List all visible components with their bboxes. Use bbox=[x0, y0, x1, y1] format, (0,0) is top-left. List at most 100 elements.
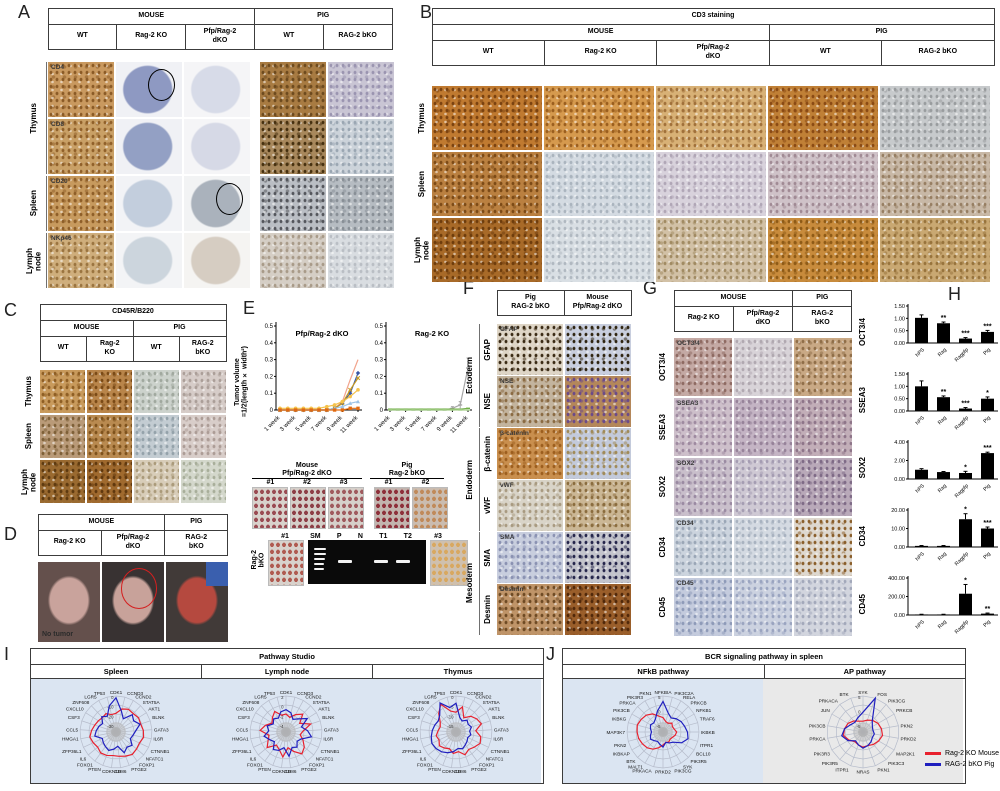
row-group-label: vWF bbox=[482, 497, 492, 514]
micrograph-row bbox=[432, 86, 990, 150]
svg-text:0.2: 0.2 bbox=[265, 374, 274, 380]
micrograph bbox=[412, 487, 448, 530]
micrograph bbox=[768, 86, 878, 150]
svg-text:NFKB1: NFKB1 bbox=[696, 708, 712, 713]
micrograph bbox=[87, 460, 132, 503]
stain-marker-label: SOX2 bbox=[677, 460, 695, 467]
panel-i-box: Pathway Studio Spleen Lymph node Thymus … bbox=[30, 648, 544, 784]
svg-text:Rag: Rag bbox=[937, 347, 948, 358]
svg-text:TRAF6: TRAF6 bbox=[700, 717, 715, 722]
svg-text:LGR5: LGR5 bbox=[84, 694, 97, 699]
bar-chart: 0.00 0.50 1.00 1.50 hPS ** Rag *** Ragpfp * Pig bbox=[894, 372, 998, 431]
stain-marker-label: CD34 bbox=[677, 520, 694, 527]
svg-text:Rag: Rag bbox=[937, 415, 948, 426]
svg-text:0: 0 bbox=[658, 710, 661, 715]
svg-text:ZNF608: ZNF608 bbox=[242, 700, 259, 705]
micrograph bbox=[734, 398, 792, 456]
svg-text:GATA3: GATA3 bbox=[154, 728, 169, 733]
micrograph bbox=[880, 218, 990, 282]
micrograph: OCT3/4 bbox=[674, 338, 732, 396]
stain-marker-label: CD4 bbox=[51, 64, 65, 71]
svg-text:BCL10: BCL10 bbox=[696, 752, 711, 757]
row-group-label: Lymph node bbox=[24, 233, 47, 288]
svg-text:CDK1: CDK1 bbox=[280, 690, 293, 695]
svg-text:7 week: 7 week bbox=[311, 414, 329, 432]
panel-a-micrographs: CD4 CD8 CD20 NKp46 bbox=[48, 62, 394, 288]
svg-text:hPS: hPS bbox=[915, 551, 927, 563]
micrograph bbox=[134, 370, 179, 413]
gel-band bbox=[338, 560, 352, 564]
bar-chart: 0.00 10.00 20.00 hPS Rag * Ragpfp *** Pig bbox=[891, 507, 998, 567]
svg-text:FOXO1: FOXO1 bbox=[247, 763, 263, 768]
panel-e-letter: E bbox=[243, 298, 256, 318]
panel-d-photos: No tumor bbox=[38, 562, 228, 642]
svg-text:CCND2: CCND2 bbox=[135, 694, 152, 699]
svg-text:NFATC1: NFATC1 bbox=[146, 756, 164, 761]
micrograph bbox=[565, 428, 631, 479]
svg-text:1.50: 1.50 bbox=[894, 304, 905, 310]
table-col-label: Pfp/Rag-2 dKO bbox=[185, 23, 255, 50]
svg-text:CTNNB1: CTNNB1 bbox=[321, 749, 340, 754]
micrograph: CD8 bbox=[48, 119, 114, 174]
tumor-group-title: Pig Rag-2 bKO bbox=[370, 462, 444, 480]
svg-text:CXCL10: CXCL10 bbox=[406, 707, 424, 712]
table-title: CD3 staining bbox=[431, 7, 995, 25]
micrograph: NSE bbox=[497, 376, 563, 427]
micrograph bbox=[134, 460, 179, 503]
micrograph bbox=[794, 578, 852, 636]
micrograph bbox=[328, 487, 364, 530]
micrograph: SMA bbox=[497, 532, 563, 583]
micrograph-row bbox=[432, 152, 990, 216]
svg-text:-5: -5 bbox=[450, 705, 454, 710]
svg-text:**: ** bbox=[985, 606, 991, 613]
svg-text:0.3: 0.3 bbox=[265, 358, 274, 364]
row-group-label: Mesoderm bbox=[463, 532, 480, 635]
row-group-label: Spleen bbox=[24, 176, 47, 231]
svg-text:CDK1: CDK1 bbox=[110, 690, 123, 695]
svg-text:-15: -15 bbox=[447, 724, 454, 729]
panel-j-box: BCR signaling pathway in spleen NFkB pat… bbox=[562, 648, 966, 784]
svg-text:CDKN1B: CDKN1B bbox=[442, 769, 461, 774]
svg-text:LGR5: LGR5 bbox=[424, 694, 437, 699]
row-group-label: Thymus bbox=[23, 376, 33, 407]
gel-band bbox=[314, 548, 326, 551]
panel-i-letter: I bbox=[4, 644, 10, 664]
micrograph bbox=[656, 152, 766, 216]
gel-photo-row bbox=[268, 540, 468, 587]
table-col-label: Rag-2 KO bbox=[543, 39, 658, 66]
svg-text:0.2: 0.2 bbox=[375, 374, 384, 380]
svg-text:ZFP36L1: ZFP36L1 bbox=[402, 749, 422, 754]
legend-red-label: Rag-2 KO Mouse bbox=[945, 750, 1000, 757]
legend-blue-label: RAG-2 bKO Pig bbox=[945, 761, 995, 768]
svg-text:-5: -5 bbox=[657, 724, 661, 729]
svg-text:3 week: 3 week bbox=[279, 414, 297, 432]
svg-text:NFATC1: NFATC1 bbox=[486, 756, 504, 761]
svg-text:MAP3K7: MAP3K7 bbox=[607, 730, 626, 735]
micrograph-row: Desmin bbox=[497, 584, 631, 635]
svg-text:IL6R: IL6R bbox=[153, 737, 164, 742]
micrograph-row: CD20 bbox=[48, 176, 394, 231]
panel-f-header: Pig RAG-2 bKO Mouse Pfp/Rag-2 dKO bbox=[496, 289, 632, 316]
micrograph bbox=[734, 338, 792, 396]
side-label: Rag-2 bKO bbox=[250, 550, 265, 570]
micrograph: GFAP bbox=[497, 324, 563, 375]
panel-a-row-labels: Thymus Spleen Lymph node bbox=[24, 62, 47, 290]
micrograph bbox=[656, 86, 766, 150]
tumor-id: #1 bbox=[384, 479, 393, 487]
gel-band bbox=[314, 563, 324, 565]
svg-text:-30: -30 bbox=[107, 724, 114, 729]
table-col-label: Pfp/Rag-2 dKO bbox=[656, 39, 770, 66]
svg-text:***: *** bbox=[983, 323, 991, 330]
svg-text:PIK3CB: PIK3CB bbox=[613, 708, 630, 713]
row-group-label: GFAP bbox=[482, 338, 492, 361]
svg-text:*: * bbox=[986, 390, 989, 397]
svg-text:Rag: Rag bbox=[937, 483, 948, 494]
panel-g-header: MOUSE PIG Rag-2 KO Pfp/Rag-2 dKO RAG-2 bKO bbox=[673, 289, 853, 332]
micrograph-row: β-catenin bbox=[497, 428, 631, 479]
svg-text:400.00: 400.00 bbox=[888, 576, 905, 582]
panel-i-sub-spleen: Spleen bbox=[31, 665, 202, 678]
micrograph bbox=[656, 218, 766, 282]
micrograph bbox=[328, 176, 394, 231]
